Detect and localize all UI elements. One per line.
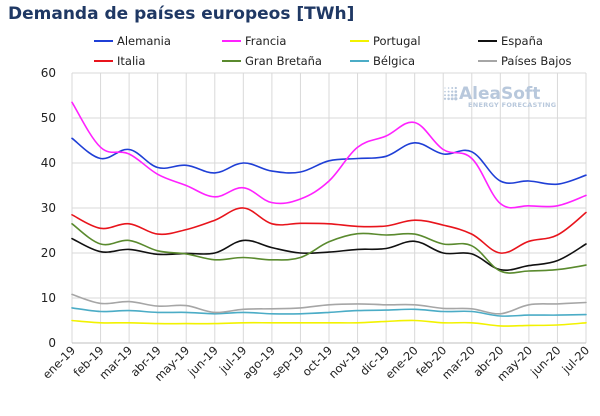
y-tick-label: 30 <box>41 201 56 215</box>
series-line-portugal <box>71 319 587 327</box>
logo-dot <box>451 90 454 93</box>
legend-label: Países Bajos <box>501 54 572 68</box>
dot-grid-logo-icon <box>443 86 458 101</box>
logo-dot <box>443 97 447 100</box>
logo-dot <box>447 97 450 101</box>
logo-dot <box>450 93 454 97</box>
logo-dot <box>454 86 457 90</box>
legend-item-belgica: Bélgica <box>350 54 415 68</box>
legend-label: Gran Bretaña <box>245 54 322 68</box>
y-tick-label: 20 <box>41 246 56 260</box>
legend-label: Bélgica <box>373 54 415 68</box>
legend-item-francia: Francia <box>222 34 286 48</box>
series-line-italia <box>71 207 587 254</box>
logo-dot <box>447 90 450 93</box>
legend-item-espana: España <box>478 34 543 48</box>
y-tick-label: 40 <box>41 156 56 170</box>
watermark-aleasoft: AleaSoft ENERGY FORECASTING <box>443 84 556 109</box>
series-lines <box>71 101 587 327</box>
x-tick-label: ene-20 <box>382 343 420 381</box>
x-tick-label: ene-19 <box>40 343 78 381</box>
legend-item-gran-bretana: Gran Bretaña <box>222 54 322 68</box>
series-line-francia <box>71 101 587 209</box>
grid <box>71 72 587 344</box>
chart-title: Demanda de países europeos [TWh] <box>8 4 355 24</box>
legend-label: Francia <box>245 34 286 48</box>
series-line-paises-bajos <box>71 293 587 315</box>
y-tick-label: 0 <box>48 336 56 350</box>
series-line-espana <box>71 237 587 271</box>
x-tick-label: jun-19 <box>184 343 220 379</box>
logo-dot <box>444 94 446 97</box>
logo-dot <box>444 87 446 89</box>
watermark-brand: AleaSoft <box>459 84 540 104</box>
series-line-belgica <box>71 307 587 317</box>
x-tick-label: jun-20 <box>527 343 563 379</box>
x-tick-label: sep-19 <box>269 343 307 381</box>
x-tick-label: jul-20 <box>559 343 593 377</box>
logo-dot <box>454 93 458 97</box>
legend-label: Italia <box>117 54 145 68</box>
legend-label: Portugal <box>373 34 421 48</box>
y-tick-label: 60 <box>41 66 56 80</box>
legend-item-paises-bajos: Países Bajos <box>478 54 572 68</box>
legend-item-italia: Italia <box>94 54 145 68</box>
legend-item-portugal: Portugal <box>350 34 421 48</box>
logo-dot <box>454 90 458 93</box>
legend-label: España <box>501 34 543 48</box>
y-tick-label: 10 <box>41 291 56 305</box>
logo-dot <box>447 94 450 97</box>
legend-label: Alemania <box>117 34 171 48</box>
y-tick-label: 50 <box>41 111 56 125</box>
legend: Alemania Francia Portugal España Italia Gran … <box>94 34 572 68</box>
series-line-alemania <box>71 137 587 186</box>
logo-dot <box>454 97 458 101</box>
legend-item-alemania: Alemania <box>94 34 171 48</box>
logo-dot <box>450 97 454 101</box>
logo-dot <box>451 87 454 89</box>
logo-dot <box>447 87 450 89</box>
logo-dot <box>444 90 446 93</box>
x-tick-label: nov-19 <box>326 343 364 381</box>
series-line-gran-bretana <box>71 223 587 274</box>
watermark-tagline: ENERGY FORECASTING <box>468 101 556 109</box>
